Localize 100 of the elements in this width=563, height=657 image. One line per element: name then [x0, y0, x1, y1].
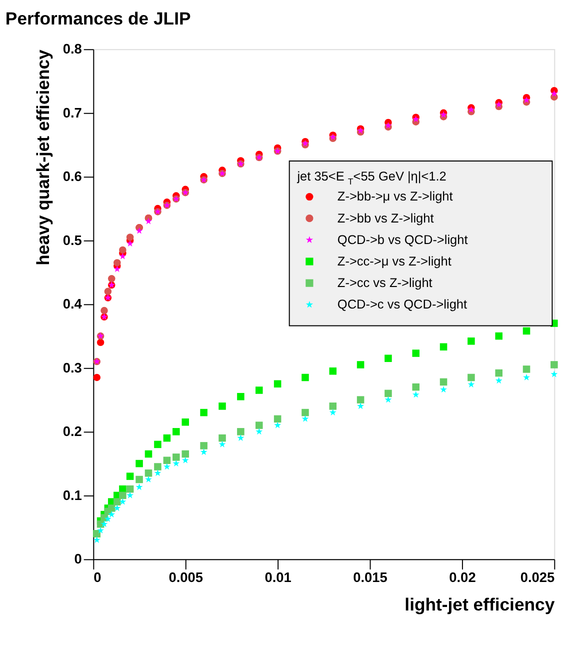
point: [144, 450, 152, 458]
point: [136, 476, 143, 484]
y-tick-label: 0.4: [62, 296, 82, 312]
point: [384, 390, 392, 398]
chart-title: Performances de JLIP: [5, 8, 191, 29]
y-tick-label: 0.3: [62, 360, 82, 376]
point: [302, 408, 309, 416]
point: [182, 418, 190, 426]
point: [108, 510, 116, 518]
legend-label: Z->bb vs Z->light: [337, 210, 434, 226]
point: [468, 338, 475, 345]
point: [172, 428, 180, 436]
point: [329, 408, 336, 416]
point: [523, 374, 530, 380]
point: [256, 422, 263, 429]
point: [357, 402, 364, 410]
point: [100, 306, 108, 314]
point: [200, 408, 208, 416]
point: [218, 440, 226, 448]
point: [495, 377, 502, 384]
point: [93, 374, 101, 382]
point: [154, 463, 162, 470]
point: [256, 428, 263, 435]
point: [468, 374, 475, 382]
y-tick-label: 0.5: [62, 232, 82, 248]
point: [412, 350, 420, 357]
point: [136, 227, 143, 234]
point: [329, 402, 337, 410]
point: [522, 366, 530, 373]
point: [119, 246, 126, 254]
point: [356, 361, 364, 368]
point: [97, 526, 104, 534]
point: [237, 392, 244, 400]
point: [119, 252, 126, 260]
point: [218, 402, 226, 410]
legend-label: QCD->b vs QCD->light: [337, 232, 468, 247]
point: [119, 485, 126, 493]
x-tick-label: 0.02: [449, 570, 476, 586]
point: [440, 343, 448, 351]
point: [136, 484, 143, 490]
point: [172, 454, 180, 461]
point: [302, 374, 309, 382]
y-tick-label: 0.6: [62, 169, 82, 184]
point: [256, 386, 263, 394]
point: [412, 391, 420, 398]
y-tick-label: 0.1: [62, 488, 82, 503]
point: [104, 515, 112, 522]
point: [145, 218, 152, 224]
legend-label: Z->bb->μ vs Z->light: [337, 188, 454, 204]
y-axis-title: heavy quark-jet efficiency: [33, 49, 54, 266]
point: [163, 456, 171, 464]
point: [550, 361, 558, 368]
point: [302, 415, 309, 422]
point: [114, 504, 121, 512]
point: [218, 434, 226, 442]
point: [412, 383, 420, 391]
point: [114, 498, 121, 506]
point: [200, 442, 208, 450]
point: [237, 434, 244, 441]
point: [144, 469, 152, 477]
x-tick-label: 0.01: [264, 570, 292, 586]
point: [237, 428, 244, 436]
point: [384, 396, 392, 403]
point: [119, 498, 126, 505]
point: [274, 380, 282, 388]
point: [440, 378, 448, 386]
point: [523, 96, 530, 104]
point: [200, 448, 208, 456]
point: [114, 259, 121, 266]
point: [495, 369, 502, 377]
point: [329, 367, 337, 375]
point: [356, 396, 364, 404]
x-axis-title: light-jet efficiency: [404, 594, 555, 615]
point: [93, 536, 100, 543]
point: [182, 450, 190, 458]
point: [163, 434, 171, 442]
legend-label: Z->cc vs Z->light: [337, 275, 433, 290]
legend-label: Z->cc->μ vs Z->light: [337, 253, 452, 268]
point: [274, 422, 282, 428]
point: [384, 354, 392, 362]
point: [468, 380, 475, 388]
x-tick-label: 0.025: [520, 570, 556, 586]
point: [119, 492, 126, 500]
point: [145, 476, 152, 482]
point: [96, 338, 104, 346]
point: [550, 90, 558, 97]
point: [108, 504, 116, 512]
y-tick-label: 0.7: [62, 105, 82, 120]
y-tick-label: 0: [74, 552, 82, 567]
point: [108, 275, 116, 282]
point: [495, 332, 502, 340]
point: [114, 265, 121, 272]
point: [440, 386, 447, 393]
point: [100, 520, 108, 528]
point: [522, 327, 530, 335]
legend-label: QCD->c vs QCD->light: [337, 296, 468, 312]
point: [136, 460, 143, 468]
point: [126, 240, 134, 247]
point: [163, 463, 170, 470]
x-tick-label: 0: [94, 570, 102, 586]
